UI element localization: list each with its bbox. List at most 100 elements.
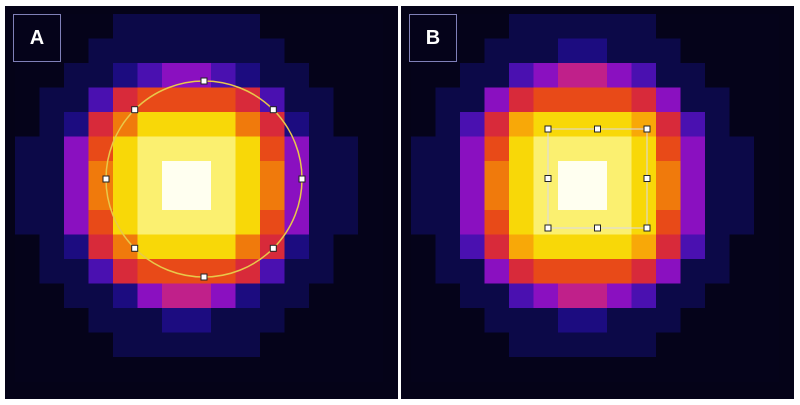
heatmap-pixel [754,357,779,382]
heatmap-pixel [631,38,657,64]
heatmap-pixel [235,332,261,358]
heatmap-pixel [358,14,383,39]
heatmap-pixel [729,63,755,88]
heatmap-pixel [631,87,657,113]
heatmap-pixel [558,308,583,333]
heatmap-pixel [358,38,383,64]
heatmap-pixel [64,87,89,113]
heatmap-pixel [186,210,212,235]
heatmap-pixel [656,308,681,333]
heatmap-pixel [582,87,608,113]
heatmap-pixel [680,332,706,358]
heatmap-pixel [211,87,236,113]
heatmap-pixel [729,14,755,39]
heatmap-pixel [582,357,608,382]
heatmap-pixel [358,136,383,162]
heatmap-pixel [137,308,163,333]
roi-resize-handle[interactable] [643,175,651,182]
heatmap-pixel [680,87,706,113]
heatmap-pixel [186,63,212,88]
heatmap-pixel [631,185,657,211]
heatmap-pixel [705,259,730,284]
heatmap-pixel [533,112,559,137]
heatmap-pixel [235,38,261,64]
heatmap-pixel [284,63,310,88]
heatmap-pixel [484,112,510,137]
heatmap-pixel [680,63,706,88]
heatmap-pixel [211,112,236,137]
roi-resize-handle[interactable] [131,106,139,114]
heatmap-pixel [211,234,236,260]
heatmap-pixel [533,283,559,309]
heatmap-pixel [260,136,285,162]
roi-resize-handle[interactable] [643,125,651,133]
heatmap-pixel [435,357,461,382]
heatmap-pixel [729,161,755,186]
heatmap-pixel [435,136,461,162]
heatmap-pixel [558,87,583,113]
heatmap-pixel [631,136,657,162]
heatmap-pixel [15,283,40,309]
heatmap-pixel [533,136,559,162]
heatmap-pixel [309,63,334,88]
heatmap-pixel [15,332,40,358]
roi-resize-handle[interactable] [269,244,277,252]
heatmap-pixel [211,161,236,186]
roi-resize-handle[interactable] [544,125,552,133]
heatmap-pixel [284,210,310,235]
heatmap-pixel [333,283,359,309]
heatmap-pixel [484,259,510,284]
heatmap-pixel [15,357,40,382]
heatmap-pixel [435,259,461,284]
heatmap-pixel [358,112,383,137]
roi-resize-handle[interactable] [298,175,306,183]
heatmap-pixel [435,283,461,309]
roi-resize-handle[interactable] [544,175,552,182]
heatmap-pixel [680,136,706,162]
heatmap-pixel [484,332,510,358]
heatmap-pixel [729,87,755,113]
heatmap-pixel [680,161,706,186]
heatmap-pixel [64,136,89,162]
heatmap-pixel [333,38,359,64]
heatmap-pixel [113,136,138,162]
heatmap-pixel [680,283,706,309]
heatmap-pixel [754,185,779,211]
heatmap-pixel [656,112,681,137]
heatmap-pixel [39,283,65,309]
heatmap-pixel [211,210,236,235]
heatmap-pixel [656,14,681,39]
heatmap-pixel [460,357,485,382]
heatmap-pixel [656,210,681,235]
roi-resize-handle[interactable] [131,244,139,252]
roi-resize-handle[interactable] [643,224,651,232]
roi-resize-handle[interactable] [544,224,552,232]
roi-resize-handle[interactable] [594,224,601,232]
heatmap-pixel [235,161,261,186]
heatmap-pixel [411,136,436,162]
heatmap-pixel [705,234,730,260]
heatmap-pixel [39,357,65,382]
roi-resize-handle[interactable] [269,106,277,114]
heatmap-pixel [607,161,632,186]
roi-resize-handle[interactable] [200,273,208,281]
heatmap-pixel [631,234,657,260]
heatmap-pixel [607,63,632,88]
heatmap-pixel [656,185,681,211]
heatmap-pixel [235,357,261,382]
heatmap-pixel [656,136,681,162]
heatmap-pixel [705,357,730,382]
heatmap-pixel [729,136,755,162]
heatmap-pixel [333,14,359,39]
heatmap-pixel [607,210,632,235]
heatmap-pixel [186,136,212,162]
heatmap-pixel [309,87,334,113]
roi-resize-handle[interactable] [594,125,601,133]
heatmap-pixel [137,38,163,64]
heatmap-pixel [509,136,534,162]
roi-resize-handle[interactable] [102,175,110,183]
heatmap-pixel [680,14,706,39]
heatmap-pixel [211,259,236,284]
roi-resize-handle[interactable] [200,77,208,85]
heatmap-pixel [533,14,559,39]
